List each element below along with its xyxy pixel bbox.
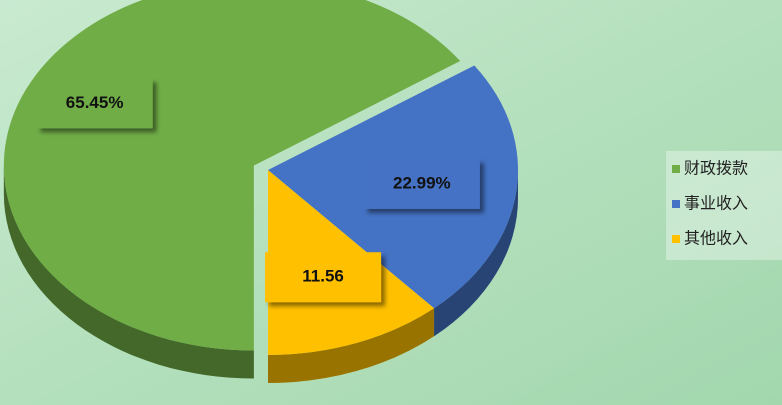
legend-swatch xyxy=(672,165,680,173)
side-shade xyxy=(3,165,254,379)
slice-side xyxy=(268,308,435,383)
data-label: 11.56 xyxy=(302,267,344,286)
pie: 65.45% 22.99% 11.56 xyxy=(3,0,518,383)
legend-swatch xyxy=(672,200,680,208)
data-label-box xyxy=(36,78,153,129)
slice-side xyxy=(434,170,518,337)
legend-swatch xyxy=(672,235,680,243)
legend-label: 其他收入 xyxy=(684,229,748,248)
side-shade xyxy=(268,308,435,383)
data-label-box xyxy=(265,252,382,303)
data-label-box xyxy=(363,158,480,209)
side-shade xyxy=(434,170,518,337)
data-label: 22.99% xyxy=(393,173,451,192)
legend-label: 财政拨款 xyxy=(684,159,748,178)
legend-box xyxy=(666,151,782,260)
data-label: 65.45% xyxy=(66,93,124,112)
slice-side xyxy=(3,165,254,379)
legend-label: 事业收入 xyxy=(684,194,748,213)
